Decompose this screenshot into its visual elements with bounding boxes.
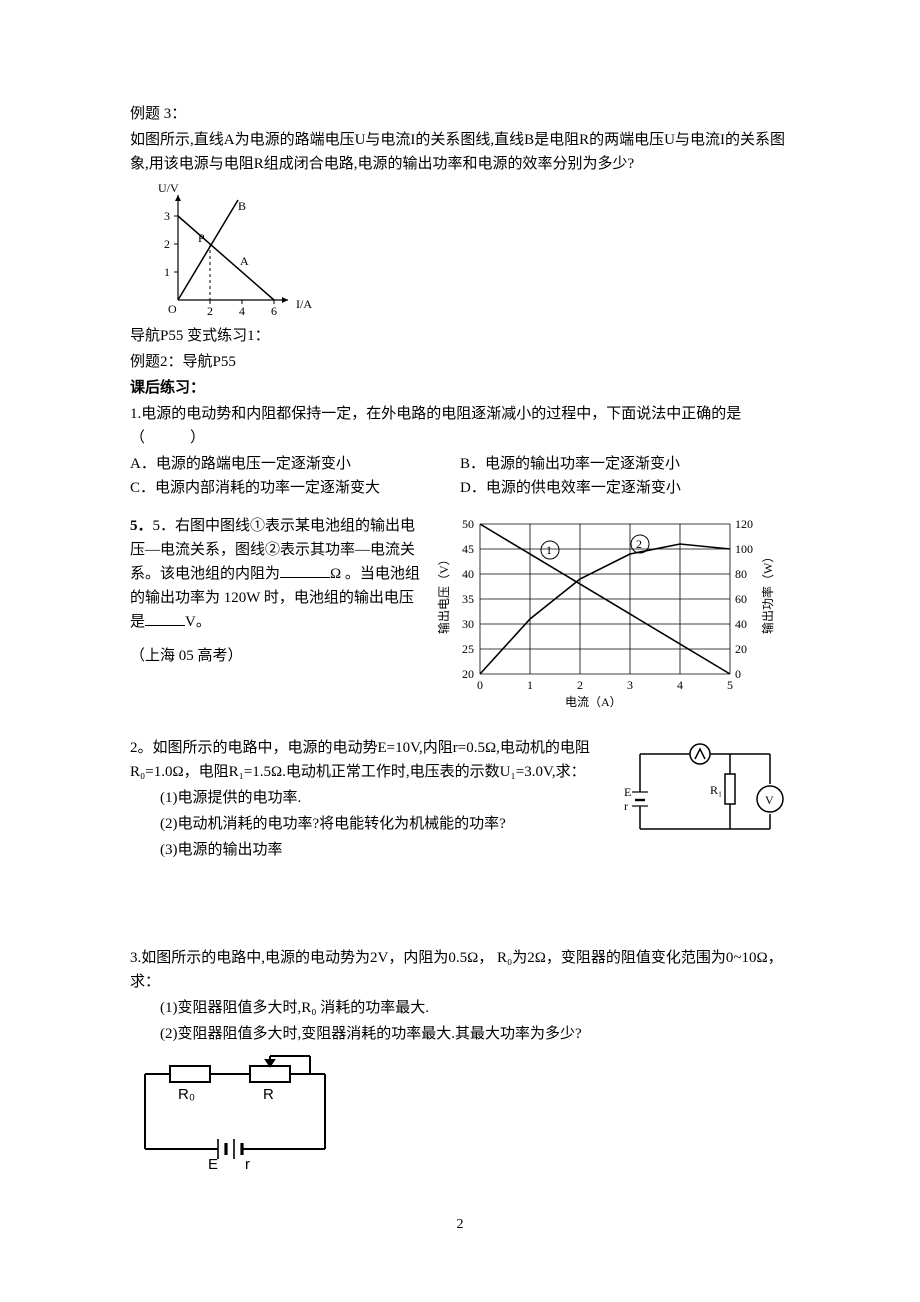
svg-text:5: 5 (727, 678, 733, 692)
q5-blank-2 (145, 610, 185, 626)
svg-text:40: 40 (462, 567, 474, 581)
svg-text:2: 2 (207, 304, 213, 318)
y2-axis-label: 输出功率（W） (760, 551, 775, 634)
svg-text:0: 0 (477, 678, 483, 692)
y1-axis-label: 输出电压（V） (436, 553, 451, 634)
label-B: B (238, 199, 246, 213)
q2-stem: 2。如图所示的电路中，电源的电动势E=10V,内阻r=0.5Ω,电动机的电阻R₀… (130, 736, 600, 784)
svg-text:2: 2 (577, 678, 583, 692)
svg-text:R₁: R₁ (710, 783, 722, 797)
svg-text:60: 60 (735, 592, 747, 606)
circuit-q3: R₀ R E r (130, 1054, 790, 1174)
q1-opt-b: B．电源的输出功率一定逐渐变小 (460, 452, 790, 476)
x-axis-label-2: 电流（A） (565, 695, 622, 709)
svg-text:20: 20 (462, 667, 474, 681)
svg-text:50: 50 (462, 517, 474, 531)
example3-label: 例题 3： (130, 102, 790, 126)
q5-blank-1 (280, 562, 330, 578)
svg-text:2: 2 (636, 537, 642, 551)
page-number: 2 (130, 1214, 790, 1236)
svg-text:O: O (168, 302, 177, 316)
q5-row: 5．5．右图中图线①表示某电池组的输出电压—电流关系，图线②表示其功率—电流关系… (130, 514, 790, 714)
svg-text:V: V (765, 793, 774, 807)
after-class-heading: 课后练习： (130, 376, 790, 400)
q1-options-row2: C．电源内部消耗的功率一定逐渐变大 D．电源的供电效率一定逐渐变小 (130, 476, 790, 500)
svg-text:2: 2 (164, 237, 170, 251)
svg-text:1: 1 (164, 265, 170, 279)
circuit-q2: E r R₁ V (620, 734, 790, 844)
q3-stem: 3.如图所示的电路中,电源的电动势为2V，内阻为0.5Ω， R₀为2Ω，变阻器的… (130, 946, 790, 994)
svg-text:r: r (245, 1156, 250, 1173)
svg-text:3: 3 (164, 209, 170, 223)
svg-text:80: 80 (735, 567, 747, 581)
q3-p1: (1)变阻器阻值多大时,R₀ 消耗的功率最大. (130, 996, 790, 1020)
svg-text:3: 3 (627, 678, 633, 692)
q5-source: （上海 05 高考） (130, 644, 420, 668)
svg-text:E: E (208, 1156, 218, 1173)
graph-uv-ia: U/V I/A 2 4 6 1 2 3 O A B P (138, 180, 790, 320)
label-P: P (198, 231, 205, 245)
svg-text:40: 40 (735, 617, 747, 631)
svg-text:100: 100 (735, 542, 753, 556)
nav-line-1: 导航P55 变式练习1： (130, 324, 790, 348)
q2-p2: (2)电动机消耗的电功率?将电能转化为机械能的功率? (130, 812, 600, 836)
q5-text: 5．5．右图中图线①表示某电池组的输出电压—电流关系，图线②表示其功率—电流关系… (130, 514, 420, 668)
q5-unit2: V。 (185, 614, 211, 630)
svg-text:r: r (624, 799, 628, 813)
q1-options-row1: A．电源的路端电压一定逐渐变小 B．电源的输出功率一定逐渐变小 (130, 452, 790, 476)
label-A: A (240, 254, 249, 268)
y-axis-label: U/V (158, 181, 179, 195)
nav-line-2: 例题2：导航P55 (130, 350, 790, 374)
svg-text:30: 30 (462, 617, 474, 631)
svg-text:20: 20 (735, 642, 747, 656)
example3-body: 如图所示,直线A为电源的路端电压U与电流I的关系图线,直线B是电阻R的两端电压U… (130, 128, 790, 176)
q2-p3: (3)电源的输出功率 (130, 838, 600, 862)
graph-voltage-power: 50 45 40 35 30 25 20 120 100 80 60 40 20… (430, 514, 780, 714)
q3-p2: (2)变阻器阻值多大时,变阻器消耗的功率最大.其最大功率为多少? (130, 1022, 790, 1046)
svg-text:R: R (263, 1086, 274, 1103)
svg-text:0: 0 (735, 667, 741, 681)
q2-row: 2。如图所示的电路中，电源的电动势E=10V,内阻r=0.5Ω,电动机的电阻R₀… (130, 734, 790, 864)
q2-p1: (1)电源提供的电功率. (130, 786, 600, 810)
svg-text:4: 4 (239, 304, 245, 318)
svg-text:E: E (624, 785, 631, 799)
q1-opt-d: D．电源的供电效率一定逐渐变小 (460, 476, 790, 500)
svg-text:1: 1 (527, 678, 533, 692)
svg-text:4: 4 (677, 678, 683, 692)
x-axis-label: I/A (296, 297, 312, 311)
svg-text:35: 35 (462, 592, 474, 606)
svg-text:25: 25 (462, 642, 474, 656)
q1-opt-a: A．电源的路端电压一定逐渐变小 (130, 452, 460, 476)
svg-text:1: 1 (546, 543, 552, 557)
q1-opt-c: C．电源内部消耗的功率一定逐渐变大 (130, 476, 460, 500)
q1-stem: 1.电源的电动势和内阻都保持一定，在外电路的电阻逐渐减小的过程中，下面说法中正确… (130, 402, 790, 450)
svg-text:120: 120 (735, 517, 753, 531)
svg-text:R₀: R₀ (178, 1086, 195, 1103)
svg-text:45: 45 (462, 542, 474, 556)
svg-text:6: 6 (271, 304, 277, 318)
